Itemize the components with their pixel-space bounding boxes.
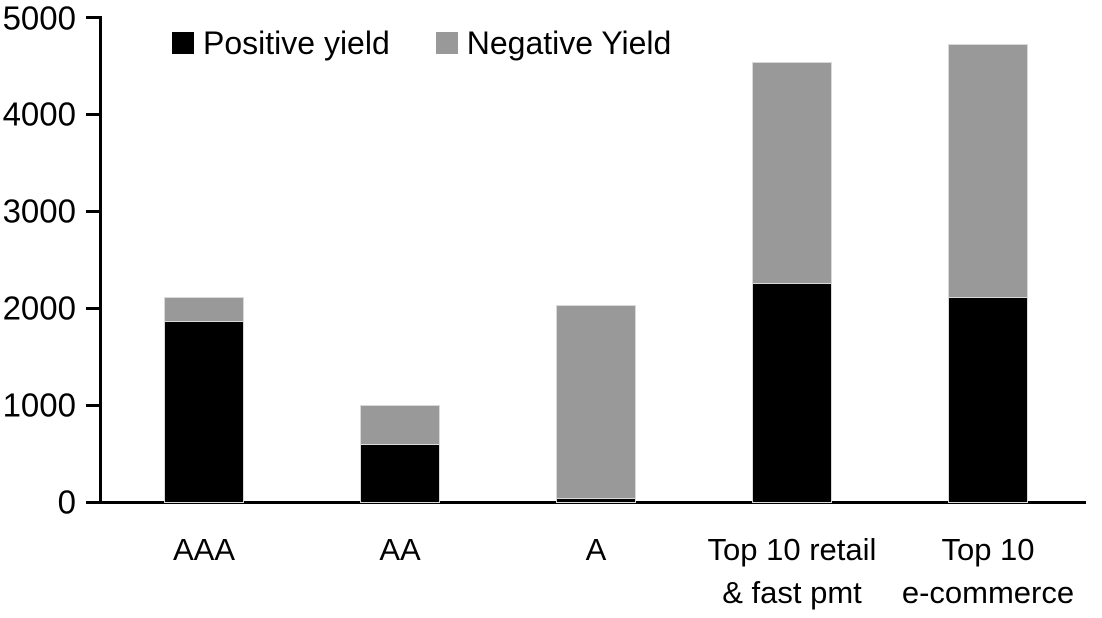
legend-swatch-positive-yield — [172, 32, 194, 54]
y-tick-label-1000: 1000 — [2, 386, 76, 424]
y-tick-label-2000: 2000 — [2, 289, 76, 327]
x-axis-label-line: e-commerce — [901, 575, 1075, 610]
x-axis-label-aa: AA — [302, 528, 498, 571]
bar-segment-positive-yield-top-10-retail-fast-pmt — [752, 282, 832, 503]
x-axis-label-line: & fast pmt — [722, 575, 862, 610]
bar-segment-positive-yield-aa — [360, 442, 440, 503]
y-tick-mark-4000 — [86, 112, 101, 116]
legend-item-negative-yield: Negative Yield — [435, 25, 672, 61]
x-axis-label-line: Top 10 retail — [707, 532, 877, 567]
legend-swatch-negative-yield — [435, 32, 458, 54]
x-axis-label-line: AA — [379, 532, 421, 567]
legend: Positive yield Negative Yield — [172, 27, 671, 59]
y-tick-mark-5000 — [86, 16, 101, 19]
x-axis-label-top-10-e-commerce: Top 10 e-commerce — [890, 528, 1086, 614]
y-tick-mark-2000 — [86, 306, 101, 310]
x-axis-label-top-10-retail-fast-pmt: Top 10 retail & fast pmt — [694, 528, 890, 614]
bar-segment-positive-yield-a — [556, 496, 636, 504]
x-axis-label-a: A — [498, 528, 694, 571]
x-axis-label-line: Top 10 — [941, 532, 1035, 567]
y-tick-label-4000: 4000 — [2, 95, 76, 133]
bar-segment-positive-yield-top-10-e-commerce — [948, 295, 1028, 503]
legend-item-positive-yield: Positive yield — [172, 27, 390, 59]
bar-segment-negative-yield-top-10-e-commerce — [948, 43, 1028, 298]
bar-segment-negative-yield-top-10-retail-fast-pmt — [752, 62, 832, 284]
y-tick-mark-1000 — [86, 403, 101, 407]
y-tick-mark-0 — [86, 500, 101, 504]
bar-segment-negative-yield-aa — [360, 405, 440, 445]
legend-label-positive-yield: Positive yield — [203, 25, 390, 61]
y-axis-line — [99, 16, 102, 503]
bar-segment-negative-yield-aaa — [164, 296, 244, 322]
x-axis-line — [99, 501, 1086, 504]
y-tick-label-0: 0 — [57, 483, 76, 521]
y-tick-label-5000: 5000 — [2, 0, 76, 36]
legend-label-negative-yield: Negative Yield — [466, 25, 672, 61]
y-tick-label-3000: 3000 — [2, 192, 76, 230]
x-axis-label-aaa: AAA — [106, 528, 302, 571]
x-axis-label-line: A — [585, 532, 607, 567]
bar-segment-negative-yield-a — [556, 305, 636, 499]
x-axis-label-line: AAA — [172, 532, 236, 567]
bar-segment-positive-yield-aaa — [164, 319, 244, 503]
y-tick-mark-3000 — [86, 209, 101, 213]
